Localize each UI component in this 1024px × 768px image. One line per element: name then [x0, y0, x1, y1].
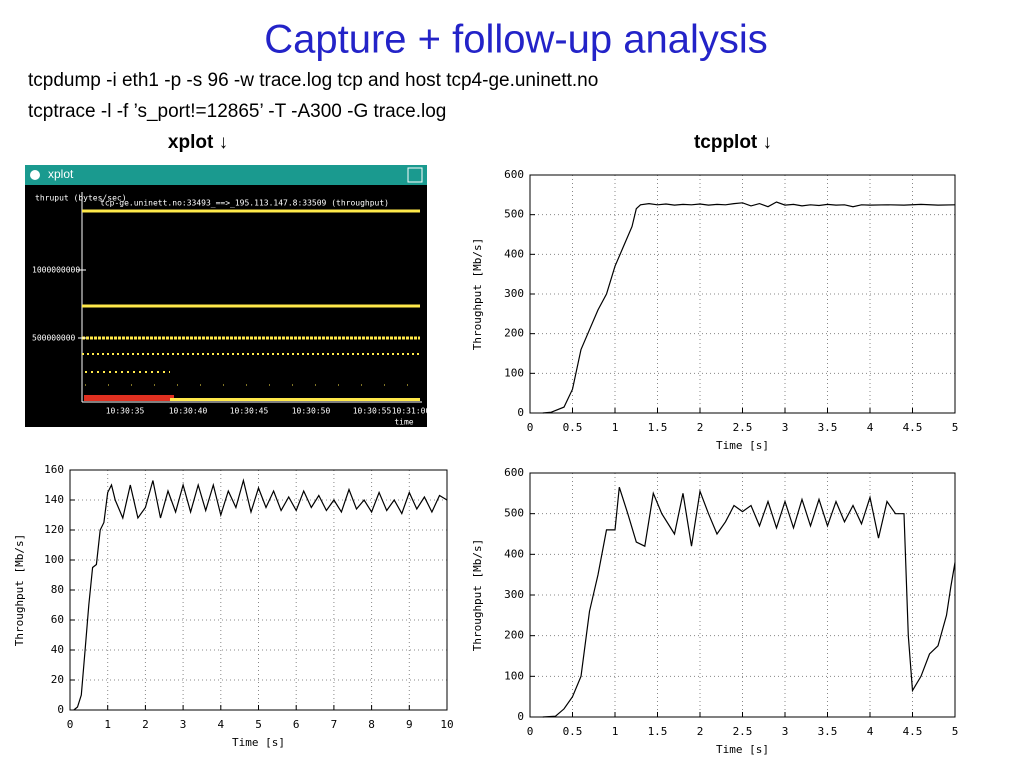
- y-tick-label: 400: [504, 547, 524, 560]
- slide-title: Capture + follow-up analysis: [264, 18, 768, 62]
- x-tick-label: 6: [293, 718, 300, 731]
- y-tick-label: 20: [51, 673, 64, 686]
- xplot-trace: [84, 395, 174, 401]
- x-tick-label: 1: [612, 725, 619, 738]
- xplot-x-label: time: [394, 418, 413, 427]
- x-tick-label: 3: [782, 421, 789, 434]
- x-tick-label: 2: [142, 718, 149, 731]
- command: tcptrace -l -f ’s_port!=12865’ -T -A300 …: [28, 101, 446, 122]
- x-tick-label: 3.5: [818, 421, 838, 434]
- x-tick-label: 0.5: [563, 421, 583, 434]
- x-tick-label: 7: [331, 718, 338, 731]
- xplot-y-label: thruput (bytes/sec): [35, 194, 127, 203]
- command: tcpdump -i eth1 -p -s 96 -w trace.log tc…: [28, 70, 598, 91]
- x-tick-label: 0: [67, 718, 74, 731]
- y-tick-label: 140: [44, 493, 64, 506]
- x-tick-label: 5: [952, 421, 959, 434]
- y-tick-label: 60: [51, 613, 64, 626]
- xplot-titlebar: [25, 165, 427, 185]
- x-axis-label: Time [s]: [232, 736, 285, 749]
- xplot-tick-label: 10:31:00: [392, 407, 431, 416]
- plot-frame: [69, 469, 448, 711]
- data-line: [73, 478, 448, 711]
- heading: tcpplot ↓: [694, 132, 772, 153]
- y-tick-label: 100: [504, 366, 524, 379]
- y-tick-label: 40: [51, 643, 64, 656]
- y-tick-label: 0: [57, 703, 64, 716]
- x-tick-label: 2: [697, 725, 704, 738]
- y-tick-label: 200: [504, 629, 524, 642]
- x-tick-label: 9: [406, 718, 413, 731]
- x-tick-label: 3: [782, 725, 789, 738]
- x-tick-label: 4: [217, 718, 224, 731]
- x-axis-label: Time [s]: [716, 439, 769, 452]
- x-tick-label: 2: [697, 421, 704, 434]
- x-tick-label: 4: [867, 725, 874, 738]
- window-button[interactable]: [30, 170, 40, 180]
- x-tick-label: 4: [867, 421, 874, 434]
- x-tick-label: 8: [368, 718, 375, 731]
- x-tick-label: 4.5: [903, 725, 923, 738]
- y-tick-label: 0: [517, 710, 524, 723]
- xplot-tick-label: 10:30:50: [292, 407, 331, 416]
- y-axis-label: Throughput [Mb/s]: [471, 238, 484, 351]
- data-line: [542, 487, 956, 718]
- xplot-tick-label: 10:30:55: [353, 407, 392, 416]
- y-tick-label: 400: [504, 247, 524, 260]
- y-tick-label: 120: [44, 523, 64, 536]
- x-tick-label: 5: [952, 725, 959, 738]
- x-tick-label: 1.5: [648, 725, 668, 738]
- xplot-tick-label: 500000000: [32, 334, 76, 343]
- y-tick-label: 500: [504, 208, 524, 221]
- x-tick-label: 3.5: [818, 725, 838, 738]
- xplot-series-label: tcp-ge.uninett.no:33493_==>_195.113.147.…: [100, 199, 389, 208]
- xplot-window: xplot thruput (bytes/sec) tcp-ge.uninett…: [25, 165, 430, 427]
- x-tick-label: 1: [104, 718, 111, 731]
- xplot-title: xplot: [48, 167, 74, 181]
- x-tick-label: 3: [180, 718, 187, 731]
- window-button[interactable]: [407, 167, 423, 183]
- y-tick-label: 100: [504, 669, 524, 682]
- x-tick-label: 0.5: [563, 725, 583, 738]
- y-tick-label: 300: [504, 287, 524, 300]
- x-tick-label: 0: [527, 725, 534, 738]
- data-line: [542, 201, 956, 414]
- y-tick-label: 160: [44, 463, 64, 476]
- plot-frame: [529, 174, 956, 414]
- x-tick-label: 1.5: [648, 421, 668, 434]
- x-tick-label: 1: [612, 421, 619, 434]
- y-tick-label: 600: [504, 168, 524, 181]
- heading: xplot ↓: [168, 132, 228, 153]
- y-tick-label: 200: [504, 327, 524, 340]
- y-tick-label: 300: [504, 588, 524, 601]
- x-axis-label: Time [s]: [716, 743, 769, 756]
- x-tick-label: 4.5: [903, 421, 923, 434]
- y-tick-label: 0: [517, 406, 524, 419]
- y-tick-label: 500: [504, 507, 524, 520]
- x-tick-label: 10: [440, 718, 453, 731]
- y-tick-label: 80: [51, 583, 64, 596]
- xplot-tick-label: 10:30:35: [106, 407, 145, 416]
- xplot-tick-label: 1000000000: [32, 266, 80, 275]
- plot-frame: [529, 472, 956, 718]
- xplot-frame: [25, 165, 427, 427]
- x-tick-label: 0: [527, 421, 534, 434]
- y-tick-label: 100: [44, 553, 64, 566]
- y-axis-label: Throughput [Mb/s]: [13, 534, 26, 647]
- x-tick-label: 2.5: [733, 725, 753, 738]
- x-tick-label: 5: [255, 718, 262, 731]
- x-tick-label: 2.5: [733, 421, 753, 434]
- xplot-tick-label: 10:30:40: [169, 407, 208, 416]
- y-tick-label: 600: [504, 466, 524, 479]
- y-axis-label: Throughput [Mb/s]: [471, 539, 484, 652]
- xplot-trace: [170, 398, 420, 401]
- xplot-tick-label: 10:30:45: [230, 407, 269, 416]
